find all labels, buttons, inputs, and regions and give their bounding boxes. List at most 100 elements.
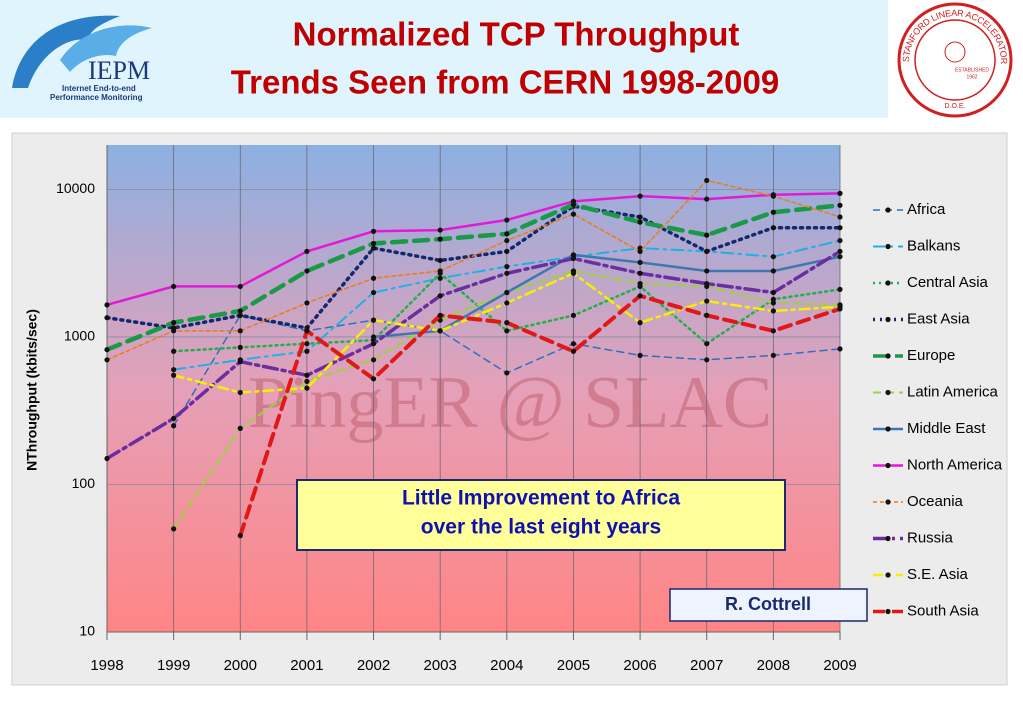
data-point xyxy=(704,268,710,274)
y-tick-label: 10000 xyxy=(56,180,95,196)
data-point xyxy=(304,385,310,391)
data-point xyxy=(104,347,110,353)
x-tick-label: 2002 xyxy=(357,657,390,674)
callout-text: Little Improvement to Africa xyxy=(402,487,680,510)
data-point xyxy=(770,300,776,306)
data-point xyxy=(504,248,510,255)
legend-dot xyxy=(885,389,891,396)
data-point xyxy=(504,231,510,237)
x-tick-label: 2007 xyxy=(690,657,723,674)
data-point xyxy=(704,232,710,238)
x-tick-label: 2000 xyxy=(224,657,257,674)
y-tick-label: 10 xyxy=(79,623,95,639)
data-point xyxy=(171,372,177,378)
data-point xyxy=(370,376,377,382)
data-point xyxy=(171,328,177,334)
data-point xyxy=(437,236,443,242)
data-point xyxy=(370,341,377,347)
data-point xyxy=(237,533,243,539)
data-point xyxy=(437,312,443,318)
y-tick-label: 100 xyxy=(72,475,96,491)
data-point xyxy=(837,225,843,231)
seal-established: ESTABLISHED xyxy=(955,67,989,73)
credit-text: R. Cottrell xyxy=(725,594,811,614)
logo-subtext: Internet End-to-end xyxy=(62,84,136,93)
grid: 10 100 1000 10000 1998 1999 2000 2001 2002 2003 20… xyxy=(56,145,857,674)
data-point xyxy=(570,312,577,318)
data-point xyxy=(437,293,443,299)
data-point xyxy=(504,270,510,276)
data-point xyxy=(770,328,776,334)
data-point xyxy=(237,308,243,314)
legend-dot xyxy=(885,243,891,250)
legend-dot xyxy=(885,280,891,286)
legend-label: S.E. Asia xyxy=(907,566,969,583)
legend-label: East Asia xyxy=(907,310,970,327)
data-point xyxy=(104,357,110,363)
series-line xyxy=(105,192,842,307)
data-point xyxy=(304,378,310,384)
data-point xyxy=(237,312,243,318)
legend: Africa Balkans Central Asia East Asia Europe… xyxy=(873,201,1003,619)
data-point xyxy=(237,328,243,334)
data-point xyxy=(837,237,843,244)
data-point xyxy=(504,217,510,223)
data-point xyxy=(704,312,710,318)
seal-doe: D.O.E. xyxy=(944,103,965,110)
data-point xyxy=(370,357,377,363)
seal-established: 1962 xyxy=(966,74,977,80)
series-line xyxy=(105,249,842,461)
chart-title: Normalized TCP Throughput xyxy=(293,16,740,53)
series-line xyxy=(372,253,842,339)
data-point xyxy=(504,263,510,270)
x-tick-label: 2001 xyxy=(290,657,323,674)
data-point xyxy=(370,289,377,296)
data-point xyxy=(837,202,843,208)
data-point xyxy=(304,268,310,274)
legend-dot xyxy=(885,608,891,615)
data-point xyxy=(637,259,643,266)
x-tick-label: 2004 xyxy=(490,657,523,674)
data-point xyxy=(304,348,310,354)
data-point xyxy=(504,370,510,376)
data-point xyxy=(770,289,776,296)
data-point xyxy=(637,214,643,220)
data-point xyxy=(370,275,377,281)
data-point xyxy=(570,348,577,354)
data-point xyxy=(837,254,843,260)
data-point xyxy=(171,320,177,326)
data-point xyxy=(570,198,577,204)
data-point xyxy=(837,286,843,293)
data-point xyxy=(704,298,710,304)
legend-dot xyxy=(885,207,891,213)
data-point xyxy=(437,275,443,281)
data-point xyxy=(837,190,843,196)
chart-title: Trends Seen from CERN 1998-2009 xyxy=(231,64,779,101)
data-point xyxy=(304,300,310,306)
data-point xyxy=(704,280,710,287)
data-point xyxy=(171,348,177,354)
legend-label: South Asia xyxy=(907,602,979,619)
data-point xyxy=(770,225,776,231)
iepm-logo: IEPM Internet End-to-end Performance Mon… xyxy=(12,15,152,102)
callout-text: over the last eight years xyxy=(421,516,661,539)
data-point xyxy=(504,320,510,326)
y-tick-label: 1000 xyxy=(64,328,95,344)
data-point xyxy=(171,526,177,532)
data-point xyxy=(570,255,577,262)
data-point xyxy=(837,346,843,352)
data-point xyxy=(770,296,776,302)
data-point xyxy=(370,228,377,234)
legend-dot xyxy=(885,353,891,359)
x-tick-label: 1998 xyxy=(90,657,123,674)
legend-dot xyxy=(885,572,891,578)
data-point xyxy=(637,280,643,287)
data-point xyxy=(770,193,776,199)
data-point xyxy=(304,328,310,334)
data-point xyxy=(770,352,776,358)
watermark: PingER @ SLAC xyxy=(248,362,773,444)
legend-label: Latin America xyxy=(907,383,999,400)
data-point xyxy=(237,344,243,350)
data-point xyxy=(237,359,243,365)
x-tick-label: 2003 xyxy=(423,657,456,674)
